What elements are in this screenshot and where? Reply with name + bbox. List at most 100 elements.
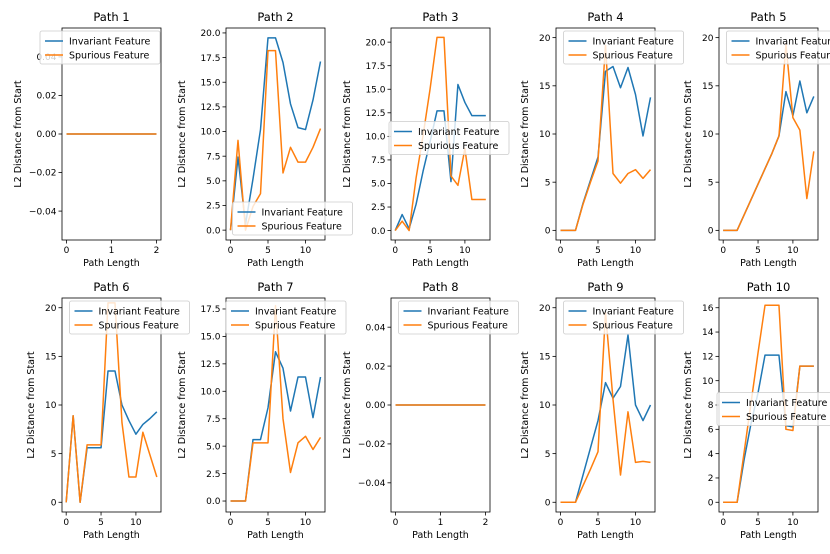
subplot-title: Path 7 xyxy=(257,280,293,294)
legend: Invariant Feature Spurious Feature xyxy=(69,300,190,335)
y-tick-label: 20 xyxy=(539,304,551,314)
x-tick-label: 10 xyxy=(630,518,642,528)
y-tick-label: 5 xyxy=(545,450,551,460)
x-tick-label: 0 xyxy=(558,246,564,256)
invariant-legend-label: Invariant Feature xyxy=(593,36,674,47)
x-axis-label: Path Length xyxy=(247,530,304,541)
spurious-feature-line xyxy=(394,36,486,232)
y-tick-label: 20 xyxy=(539,34,551,44)
x-axis-label: Path Length xyxy=(740,530,797,541)
invariant-legend-label: Invariant Feature xyxy=(418,127,499,138)
legend: Invariant Feature Spurious Feature xyxy=(563,300,684,335)
legend: Invariant Feature Spurious Feature xyxy=(39,30,161,65)
y-axis-label: L2 Distance from Start xyxy=(683,80,694,188)
y-tick-label: 15 xyxy=(539,82,550,92)
x-tick-label: 1 xyxy=(438,518,444,528)
x-tick-label: 0 xyxy=(393,518,399,528)
x-tick-label: 5 xyxy=(265,246,271,256)
y-tick-label: 20.0 xyxy=(365,38,385,48)
y-tick-label: 15.0 xyxy=(200,78,220,88)
legend-frame xyxy=(398,300,519,335)
subplot-9: 0 5 10 0 5 10 15 20 Path 9 Path Length L2 Distance… xyxy=(520,280,684,541)
subplot-title: Path 1 xyxy=(93,10,129,24)
invariant-feature-line xyxy=(65,370,158,504)
legend-frame xyxy=(69,300,190,335)
y-tick-label: 2.5 xyxy=(371,203,385,213)
y-axis-label: L2 Distance from Start xyxy=(342,80,353,188)
spurious-feature-line xyxy=(723,304,814,504)
y-tick-label: 12 xyxy=(702,353,713,363)
spurious-legend-label: Spurious Feature xyxy=(262,221,342,232)
spurious-legend-label: Spurious Feature xyxy=(756,50,830,61)
y-tick-label: 12.5 xyxy=(365,109,385,119)
y-tick-label: 20 xyxy=(45,304,57,314)
y-tick-label: −0.02 xyxy=(29,169,57,179)
x-tick-label: 0 xyxy=(228,518,234,528)
y-axis-label: L2 Distance from Start xyxy=(177,351,188,459)
x-axis-label: Path Length xyxy=(577,258,634,269)
x-tick-label: 10 xyxy=(630,246,642,256)
subplot-title: Path 4 xyxy=(587,10,623,24)
invariant-feature-line xyxy=(723,80,815,232)
y-tick-label: 15 xyxy=(702,82,713,92)
y-tick-label: 2.5 xyxy=(206,470,220,480)
legend-frame xyxy=(225,300,347,335)
y-tick-label: 10.0 xyxy=(200,128,220,138)
y-axis-label: L2 Distance from Start xyxy=(342,351,353,459)
y-tick-label: 20.0 xyxy=(200,29,220,39)
invariant-feature-line xyxy=(229,37,322,231)
invariant-legend-label: Invariant Feature xyxy=(255,306,336,317)
subplot-title: Path 2 xyxy=(257,10,293,24)
legend-frame xyxy=(563,300,684,335)
y-tick-label: 2.5 xyxy=(206,202,220,212)
x-tick-label: 10 xyxy=(300,246,312,256)
subplot-title: Path 6 xyxy=(93,280,129,294)
legend-frame xyxy=(39,30,161,65)
y-tick-label: 15 xyxy=(539,353,550,363)
y-tick-label: 10 xyxy=(702,130,714,140)
invariant-legend-label: Invariant Feature xyxy=(746,398,827,409)
y-tick-label: 16 xyxy=(702,304,714,314)
legend: Invariant Feature Spurious Feature xyxy=(388,121,510,155)
y-tick-label: 15.0 xyxy=(200,333,220,343)
x-tick-label: 5 xyxy=(595,246,601,256)
subplot-4: 0 5 10 0 5 10 15 20 Path 4 Path Length L2 Distance… xyxy=(520,10,684,269)
spurious-legend-label: Spurious Feature xyxy=(418,141,498,152)
y-tick-label: 15 xyxy=(45,353,56,363)
spurious-legend-label: Spurious Feature xyxy=(428,320,508,331)
spurious-legend-label: Spurious Feature xyxy=(69,50,149,61)
subplot-5: 0 5 10 0 5 10 15 20 Path 5 Path Length L2 Distance… xyxy=(683,10,830,269)
subplot-title: Path 9 xyxy=(587,280,623,294)
y-tick-label: 10 xyxy=(45,401,57,411)
y-axis-label: L2 Distance from Start xyxy=(26,351,37,459)
y-tick-label: 5 xyxy=(545,178,551,188)
legend: Invariant Feature Spurious Feature xyxy=(716,392,830,426)
spurious-legend-label: Spurious Feature xyxy=(255,320,335,331)
y-tick-label: 0 xyxy=(708,227,714,237)
y-axis-label: L2 Distance from Start xyxy=(13,80,24,188)
x-axis-label: Path Length xyxy=(412,258,469,269)
x-tick-label: 10 xyxy=(459,246,471,256)
invariant-legend-label: Invariant Feature xyxy=(262,207,343,218)
subplot-10: 0 5 10 0 2 4 6 8 10 12 14 16 Path 10 Path Length L2 Di… xyxy=(683,280,830,541)
invariant-legend-label: Invariant Feature xyxy=(593,306,674,317)
invariant-feature-line xyxy=(560,334,652,504)
legend-frame xyxy=(716,392,830,426)
x-axis-label: Path Length xyxy=(577,530,634,541)
y-tick-label: 10.0 xyxy=(200,387,220,397)
y-tick-label: 0.00 xyxy=(36,130,56,140)
subplot-8: 0 1 2 −0.04 −0.02 0.00 0.02 0.04 Path 8 Path Leng… xyxy=(342,280,519,541)
invariant-feature-line xyxy=(723,354,814,504)
spurious-feature-line xyxy=(723,43,815,232)
x-tick-label: 0 xyxy=(720,246,726,256)
x-axis-label: Path Length xyxy=(412,530,469,541)
y-tick-label: 5.0 xyxy=(206,442,221,452)
x-tick-label: 10 xyxy=(130,518,142,528)
invariant-legend-label: Invariant Feature xyxy=(756,36,830,47)
y-tick-label: 12.5 xyxy=(200,103,220,113)
y-tick-label: 10 xyxy=(702,377,714,387)
x-tick-label: 5 xyxy=(98,518,104,528)
subplot-title: Path 5 xyxy=(750,10,786,24)
subplot-title: Path 8 xyxy=(422,280,458,294)
y-tick-label: 7.5 xyxy=(206,152,220,162)
